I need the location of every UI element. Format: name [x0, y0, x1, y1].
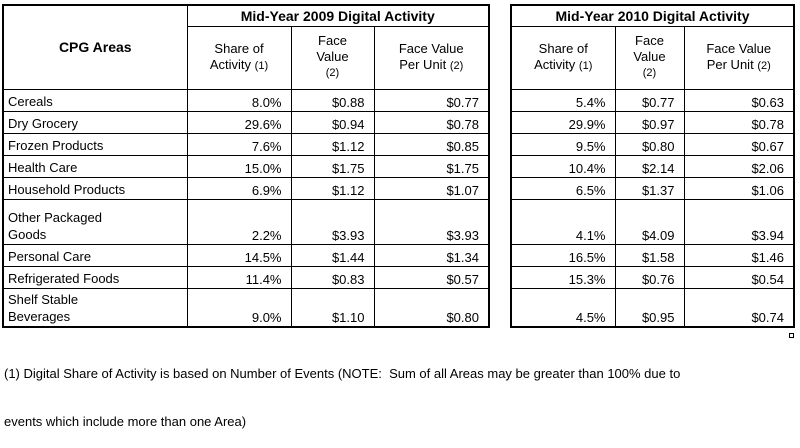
area-cell: Frozen Products	[2, 132, 188, 156]
table-row: Cereals 8.0% $0.88 $0.77	[2, 88, 490, 112]
share-2010-cell: 4.1%	[510, 198, 616, 245]
share-2009-cell: 29.6%	[186, 110, 292, 134]
face-value-per-unit-2009-cell: $1.07	[373, 176, 490, 200]
face-value-per-unit-2009-cell: $1.75	[373, 154, 490, 178]
table-row: Shelf Stable Beverages 9.0% $1.10 $0.80	[2, 287, 490, 328]
face-value-per-unit-2009-cell: $1.34	[373, 243, 490, 267]
face-value-per-unit-2009-cell: $0.85	[373, 132, 490, 156]
share-2009-cell: 2.2%	[186, 198, 292, 245]
face-value-per-unit-2010-cell: $2.06	[683, 154, 795, 178]
table-row: Personal Care 14.5% $1.44 $1.34	[2, 243, 490, 267]
face-value-2010-cell: $0.77	[614, 88, 685, 112]
face-value-per-unit-2010-cell: $0.78	[683, 110, 795, 134]
area-cell: Dry Grocery	[2, 110, 188, 134]
share-2010-cell: 4.5%	[510, 287, 616, 328]
table-row: 15.3% $0.76 $0.54	[510, 265, 795, 289]
share-2009-cell: 7.6%	[186, 132, 292, 156]
face-value-per-unit-2010-cell: $0.54	[683, 265, 795, 289]
table-row: Dry Grocery 29.6% $0.94 $0.78	[2, 110, 490, 134]
table-row: Refrigerated Foods 11.4% $0.83 $0.57	[2, 265, 490, 289]
face-value-2009-cell: $0.94	[290, 110, 375, 134]
face-value-2009-cell: $0.83	[290, 265, 375, 289]
face-value-per-unit-2009-cell: $0.78	[373, 110, 490, 134]
face-value-per-unit-2009-cell: $0.77	[373, 88, 490, 112]
footnotes: (1) Digital Share of Activity is based o…	[4, 334, 800, 448]
col-header-face-value-per-unit-2010: Face Value Per Unit (2)	[683, 25, 795, 90]
face-value-2010-cell: $2.14	[614, 154, 685, 178]
col-header-share-2009: Share of Activity (1)	[186, 25, 292, 90]
share-2009-cell: 11.4%	[186, 265, 292, 289]
face-value-2009-cell: $1.12	[290, 132, 375, 156]
section-title-2010: Mid-Year 2010 Digital Activity	[510, 4, 795, 27]
face-value-2010-cell: $0.80	[614, 132, 685, 156]
share-2009-cell: 6.9%	[186, 176, 292, 200]
table-row: Other Packaged Goods 2.2% $3.93 $3.93	[2, 198, 490, 245]
area-cell: Cereals	[2, 88, 188, 112]
share-2009-cell: 15.0%	[186, 154, 292, 178]
face-value-2010-cell: $1.37	[614, 176, 685, 200]
footnote-1-line-2: events which include more than one Area)	[4, 414, 247, 429]
share-2010-cell: 29.9%	[510, 110, 616, 134]
face-value-per-unit-2010-cell: $0.63	[683, 88, 795, 112]
face-value-2010-cell: $0.95	[614, 287, 685, 328]
area-cell: Personal Care	[2, 243, 188, 267]
face-value-per-unit-2010-cell: $1.06	[683, 176, 795, 200]
share-2010-cell: 5.4%	[510, 88, 616, 112]
face-value-per-unit-2010-cell: $3.94	[683, 198, 795, 245]
area-cell: Other Packaged Goods	[2, 198, 188, 245]
face-value-2010-cell: $0.76	[614, 265, 685, 289]
col-header-face-value-per-unit-2009: Face Value Per Unit (2)	[373, 25, 490, 90]
col-header-face-value-2009: Face Value (2)	[290, 25, 375, 90]
area-cell: Shelf Stable Beverages	[2, 287, 188, 328]
table-row: 5.4% $0.77 $0.63	[510, 88, 795, 112]
share-2010-cell: 6.5%	[510, 176, 616, 200]
face-value-2009-cell: $1.12	[290, 176, 375, 200]
table-2009: CPG Areas Mid-Year 2009 Digital Activity…	[2, 4, 490, 328]
object-selection-handle[interactable]	[789, 333, 794, 338]
share-2009-cell: 8.0%	[186, 88, 292, 112]
face-value-2010-cell: $4.09	[614, 198, 685, 245]
face-value-2009-cell: $3.93	[290, 198, 375, 245]
face-value-per-unit-2010-cell: $0.74	[683, 287, 795, 328]
face-value-per-unit-2010-cell: $0.67	[683, 132, 795, 156]
share-2009-cell: 9.0%	[186, 287, 292, 328]
table-row: 4.1% $4.09 $3.94	[510, 198, 795, 245]
area-cell: Refrigerated Foods	[2, 265, 188, 289]
face-value-2010-cell: $0.97	[614, 110, 685, 134]
table-row: Frozen Products 7.6% $1.12 $0.85	[2, 132, 490, 156]
face-value-2009-cell: $1.44	[290, 243, 375, 267]
share-2010-cell: 10.4%	[510, 154, 616, 178]
table-row: 29.9% $0.97 $0.78	[510, 110, 795, 134]
col-header-share-2010: Share of Activity (1)	[510, 25, 616, 90]
area-cell: Household Products	[2, 176, 188, 200]
table-row: 6.5% $1.37 $1.06	[510, 176, 795, 200]
share-2010-cell: 16.5%	[510, 243, 616, 267]
table-2010: Mid-Year 2010 Digital Activity Share of A…	[510, 4, 795, 328]
face-value-per-unit-2010-cell: $1.46	[683, 243, 795, 267]
table-row: 9.5% $0.80 $0.67	[510, 132, 795, 156]
share-2010-cell: 15.3%	[510, 265, 616, 289]
table-row: Health Care 15.0% $1.75 $1.75	[2, 154, 490, 178]
table-row: Household Products 6.9% $1.12 $1.07	[2, 176, 490, 200]
share-2010-cell: 9.5%	[510, 132, 616, 156]
cpg-activity-tables: CPG Areas Mid-Year 2009 Digital Activity…	[2, 4, 795, 328]
share-2009-cell: 14.5%	[186, 243, 292, 267]
face-value-per-unit-2009-cell: $3.93	[373, 198, 490, 245]
area-cell: Health Care	[2, 154, 188, 178]
face-value-2009-cell: $1.10	[290, 287, 375, 328]
table-row: 10.4% $2.14 $2.06	[510, 154, 795, 178]
cpg-areas-header: CPG Areas	[2, 4, 188, 90]
face-value-per-unit-2009-cell: $0.80	[373, 287, 490, 328]
face-value-per-unit-2009-cell: $0.57	[373, 265, 490, 289]
section-title-2009: Mid-Year 2009 Digital Activity	[186, 4, 490, 27]
face-value-2009-cell: $0.88	[290, 88, 375, 112]
col-header-face-value-2010: Face Value (2)	[614, 25, 685, 90]
footnote-1-line-1: (1) Digital Share of Activity is based o…	[4, 366, 681, 381]
face-value-2009-cell: $1.75	[290, 154, 375, 178]
table-row: 4.5% $0.95 $0.74	[510, 287, 795, 328]
face-value-2010-cell: $1.58	[614, 243, 685, 267]
table-row: 16.5% $1.58 $1.46	[510, 243, 795, 267]
